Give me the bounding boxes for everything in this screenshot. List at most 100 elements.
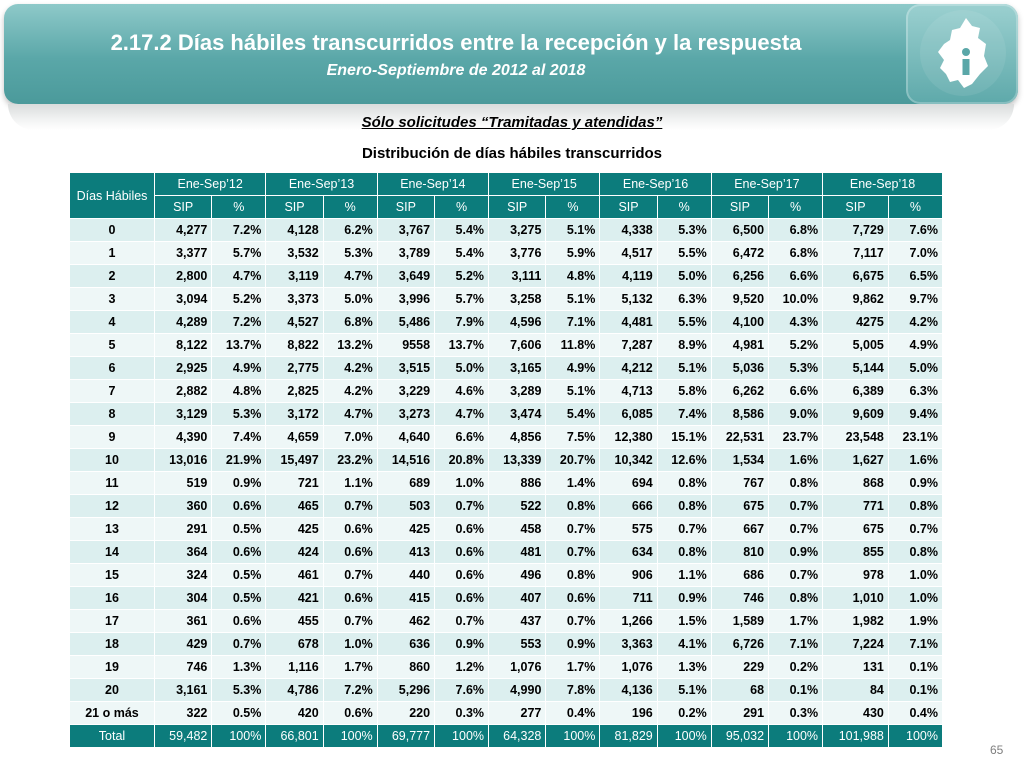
sip-cell: 9,862 — [822, 287, 889, 311]
page-number: 65 — [990, 743, 1004, 757]
pct-cell: 1.7% — [768, 609, 824, 633]
sip-cell: 6,256 — [710, 264, 770, 288]
table-row: 13 291 0.5% 425 0.6% 425 0.6% 458 0.7% 575 0.7% 667… — [69, 517, 944, 541]
pct-cell: 5.0% — [656, 264, 712, 288]
pct-cell: 0.5% — [211, 586, 267, 610]
pct-cell: 0.8% — [887, 540, 944, 564]
pct-cell: 5.1% — [545, 218, 601, 242]
pct-cell: 7.4% — [211, 425, 267, 449]
sip-cell: 634 — [599, 540, 658, 564]
pct-cell: 5.4% — [434, 218, 490, 242]
sip-cell: 1,534 — [710, 448, 770, 472]
pct-cell: 6.6% — [434, 425, 490, 449]
pct-cell: 1.0% — [887, 563, 944, 587]
pct-cell: 0.2% — [656, 701, 712, 725]
sip-cell: 425 — [376, 517, 436, 541]
table-row: 4 4,289 7.2% 4,527 6.8% 5,486 7.9% 4,596 7.1% 4,4… — [69, 310, 944, 334]
sip-cell: 7,729 — [822, 218, 889, 242]
sip-cell: 5,296 — [376, 678, 436, 702]
sip-cell: 1,076 — [599, 655, 658, 679]
pct-cell: 0.8% — [768, 586, 824, 610]
table-row: 21 o más 322 0.5% 420 0.6% 220 0.3% 277 0.4% 196 0… — [69, 701, 944, 725]
sip-cell: 855 — [822, 540, 889, 564]
sip-cell: 461 — [265, 563, 324, 587]
pct-cell: 7.1% — [768, 632, 824, 656]
sip-cell: 3,273 — [376, 402, 436, 426]
sip-cell: 1,982 — [822, 609, 889, 633]
sip-cell: 667 — [710, 517, 770, 541]
sip-cell: 6,472 — [710, 241, 770, 265]
pct-cell: 5.7% — [434, 287, 490, 311]
pct-cell: 7.4% — [656, 402, 712, 426]
sip-cell: 694 — [599, 471, 658, 495]
sip-cell: 860 — [376, 655, 436, 679]
pct-cell: 7.1% — [545, 310, 601, 334]
pct-cell: 6.8% — [768, 218, 824, 242]
sip-cell: 886 — [488, 471, 547, 495]
pct-cell: 5.1% — [545, 287, 601, 311]
table-row: 5 8,122 13.7% 8,822 13.2% 9558 13.7% 7,606 11.8%… — [69, 333, 944, 357]
slide-title: 2.17.2 Días hábiles transcurridos entre … — [110, 30, 802, 55]
pct-cell: 0.6% — [434, 517, 490, 541]
sip-cell: 906 — [599, 563, 658, 587]
table-row: 16 304 0.5% 421 0.6% 415 0.6% 407 0.6% 711 0.9% 746… — [69, 586, 944, 610]
table-row: 15 324 0.5% 461 0.7% 440 0.6% 496 0.8% 906 1.1% 686… — [69, 563, 944, 587]
sip-cell: 9,520 — [710, 287, 770, 311]
sip-cell: 3,789 — [376, 241, 436, 265]
pct-cell: 5.3% — [322, 241, 378, 265]
pct-cell: 5.9% — [545, 241, 601, 265]
row-label: 6 — [69, 356, 155, 380]
sip-cell: 686 — [710, 563, 770, 587]
pct-cell: 15.1% — [656, 425, 712, 449]
sip-subheader: SIP — [599, 195, 658, 219]
pct-cell: 0.1% — [768, 678, 824, 702]
sip-cell: 455 — [265, 609, 324, 633]
period-header: Ene-Sep’13 — [265, 172, 378, 196]
sip-cell: 458 — [488, 517, 547, 541]
pct-subheader: % — [545, 195, 601, 219]
pct-cell: 8.9% — [656, 333, 712, 357]
sip-cell: 462 — [376, 609, 436, 633]
pct-cell: 0.7% — [211, 632, 267, 656]
sip-cell: 3,289 — [488, 379, 547, 403]
pct-cell: 7.8% — [545, 678, 601, 702]
pct-cell: 4.2% — [322, 379, 378, 403]
pct-cell: 4.9% — [211, 356, 267, 380]
pct-cell: 7.1% — [887, 632, 944, 656]
sip-cell: 3,229 — [376, 379, 436, 403]
sip-cell: 6,262 — [710, 379, 770, 403]
pct-cell: 6.5% — [887, 264, 944, 288]
sip-cell: 3,776 — [488, 241, 547, 265]
pct-cell: 0.8% — [887, 494, 944, 518]
pct-cell: 0.6% — [322, 586, 378, 610]
sip-cell: 420 — [265, 701, 324, 725]
sip-cell: 64,328 — [488, 724, 547, 748]
pct-cell: 9.7% — [887, 287, 944, 311]
table-row: 14 364 0.6% 424 0.6% 413 0.6% 481 0.7% 634 0.8% 810… — [69, 540, 944, 564]
table-row: 10 13,016 21.9% 15,497 23.2% 14,516 20.8% 13,33… — [69, 448, 944, 472]
sip-cell: 7,224 — [822, 632, 889, 656]
row-label: 5 — [69, 333, 155, 357]
sip-cell: 322 — [153, 701, 213, 725]
pct-cell: 0.6% — [322, 517, 378, 541]
pct-cell: 0.8% — [545, 563, 601, 587]
pct-cell: 0.6% — [322, 540, 378, 564]
pct-cell: 5.3% — [211, 402, 267, 426]
sip-cell: 4,981 — [710, 333, 770, 357]
pct-cell: 0.8% — [545, 494, 601, 518]
pct-cell: 7.9% — [434, 310, 490, 334]
sip-cell: 575 — [599, 517, 658, 541]
sip-cell: 360 — [153, 494, 213, 518]
sip-cell: 361 — [153, 609, 213, 633]
sip-cell: 3,111 — [488, 264, 547, 288]
slide-subtitle: Enero-Septiembre de 2012 al 2018 — [326, 62, 586, 79]
sip-cell: 5,005 — [822, 333, 889, 357]
pct-cell: 21.9% — [211, 448, 267, 472]
table-row: 2 2,800 4.7% 3,119 4.7% 3,649 5.2% 3,111 4.8% 4,1… — [69, 264, 944, 288]
sip-cell: 324 — [153, 563, 213, 587]
pct-cell: 5.3% — [211, 678, 267, 702]
sip-cell: 69,777 — [376, 724, 436, 748]
pct-cell: 5.0% — [887, 356, 944, 380]
sip-cell: 496 — [488, 563, 547, 587]
sip-cell: 4275 — [822, 310, 889, 334]
